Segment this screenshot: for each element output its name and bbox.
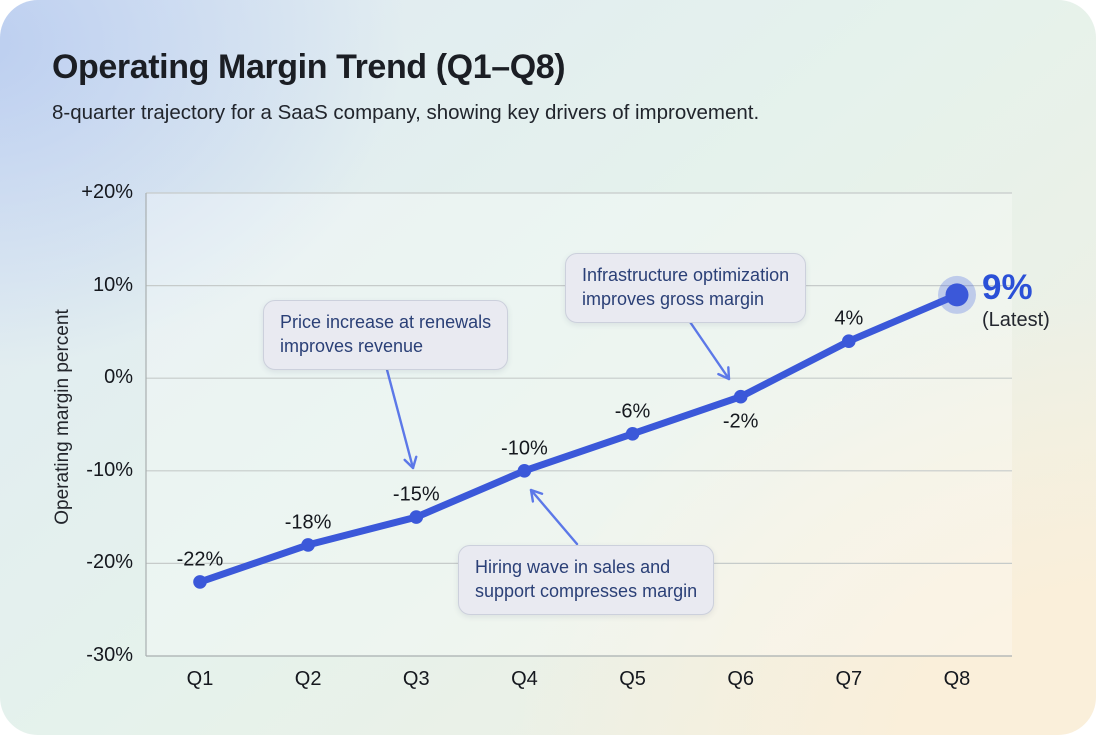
y-tick-label: -30% <box>86 644 133 666</box>
point-value-label: -15% <box>392 483 440 506</box>
page-title: Operating Margin Trend (Q1–Q8) <box>52 48 566 86</box>
page-subtitle: 8-quarter trajectory for a SaaS company,… <box>52 101 760 124</box>
point-value-label: -2% <box>722 410 759 433</box>
point-value-label: -10% <box>501 437 548 460</box>
latest-point-label: 9% (Latest) <box>982 270 1050 332</box>
x-tick-label: Q8 <box>943 668 971 690</box>
y-tick-label: -10% <box>86 458 133 481</box>
y-tick-label: -20% <box>86 551 133 574</box>
x-tick-label: Q4 <box>511 668 538 690</box>
x-tick-label: Q1 <box>186 668 214 690</box>
latest-note: (Latest) <box>982 309 1050 331</box>
x-tick-label: Q2 <box>294 668 322 690</box>
y-tick-label: 0% <box>104 366 133 389</box>
x-tick-label: Q3 <box>402 668 430 690</box>
annotation-callout-2: Infrastructure optimization improves gro… <box>565 253 807 323</box>
x-tick-label: Q5 <box>619 668 646 690</box>
y-tick-label: +20% <box>81 181 133 203</box>
point-value-label: -6% <box>614 400 651 423</box>
annotation-callout-3: Hiring wave in sales and support compres… <box>458 545 715 615</box>
annotation-callout-1: Price increase at renewals improves reve… <box>263 300 509 370</box>
y-axis-title: Operating margin percent <box>52 309 73 525</box>
x-tick-label: Q7 <box>835 668 863 690</box>
latest-value: 9% <box>982 268 1033 307</box>
point-value-label: 4% <box>834 307 864 330</box>
point-value-label: -18% <box>284 511 332 534</box>
x-tick-label: Q6 <box>727 668 755 690</box>
point-value-label: -22% <box>176 548 224 571</box>
y-tick-label: 10% <box>92 273 133 296</box>
